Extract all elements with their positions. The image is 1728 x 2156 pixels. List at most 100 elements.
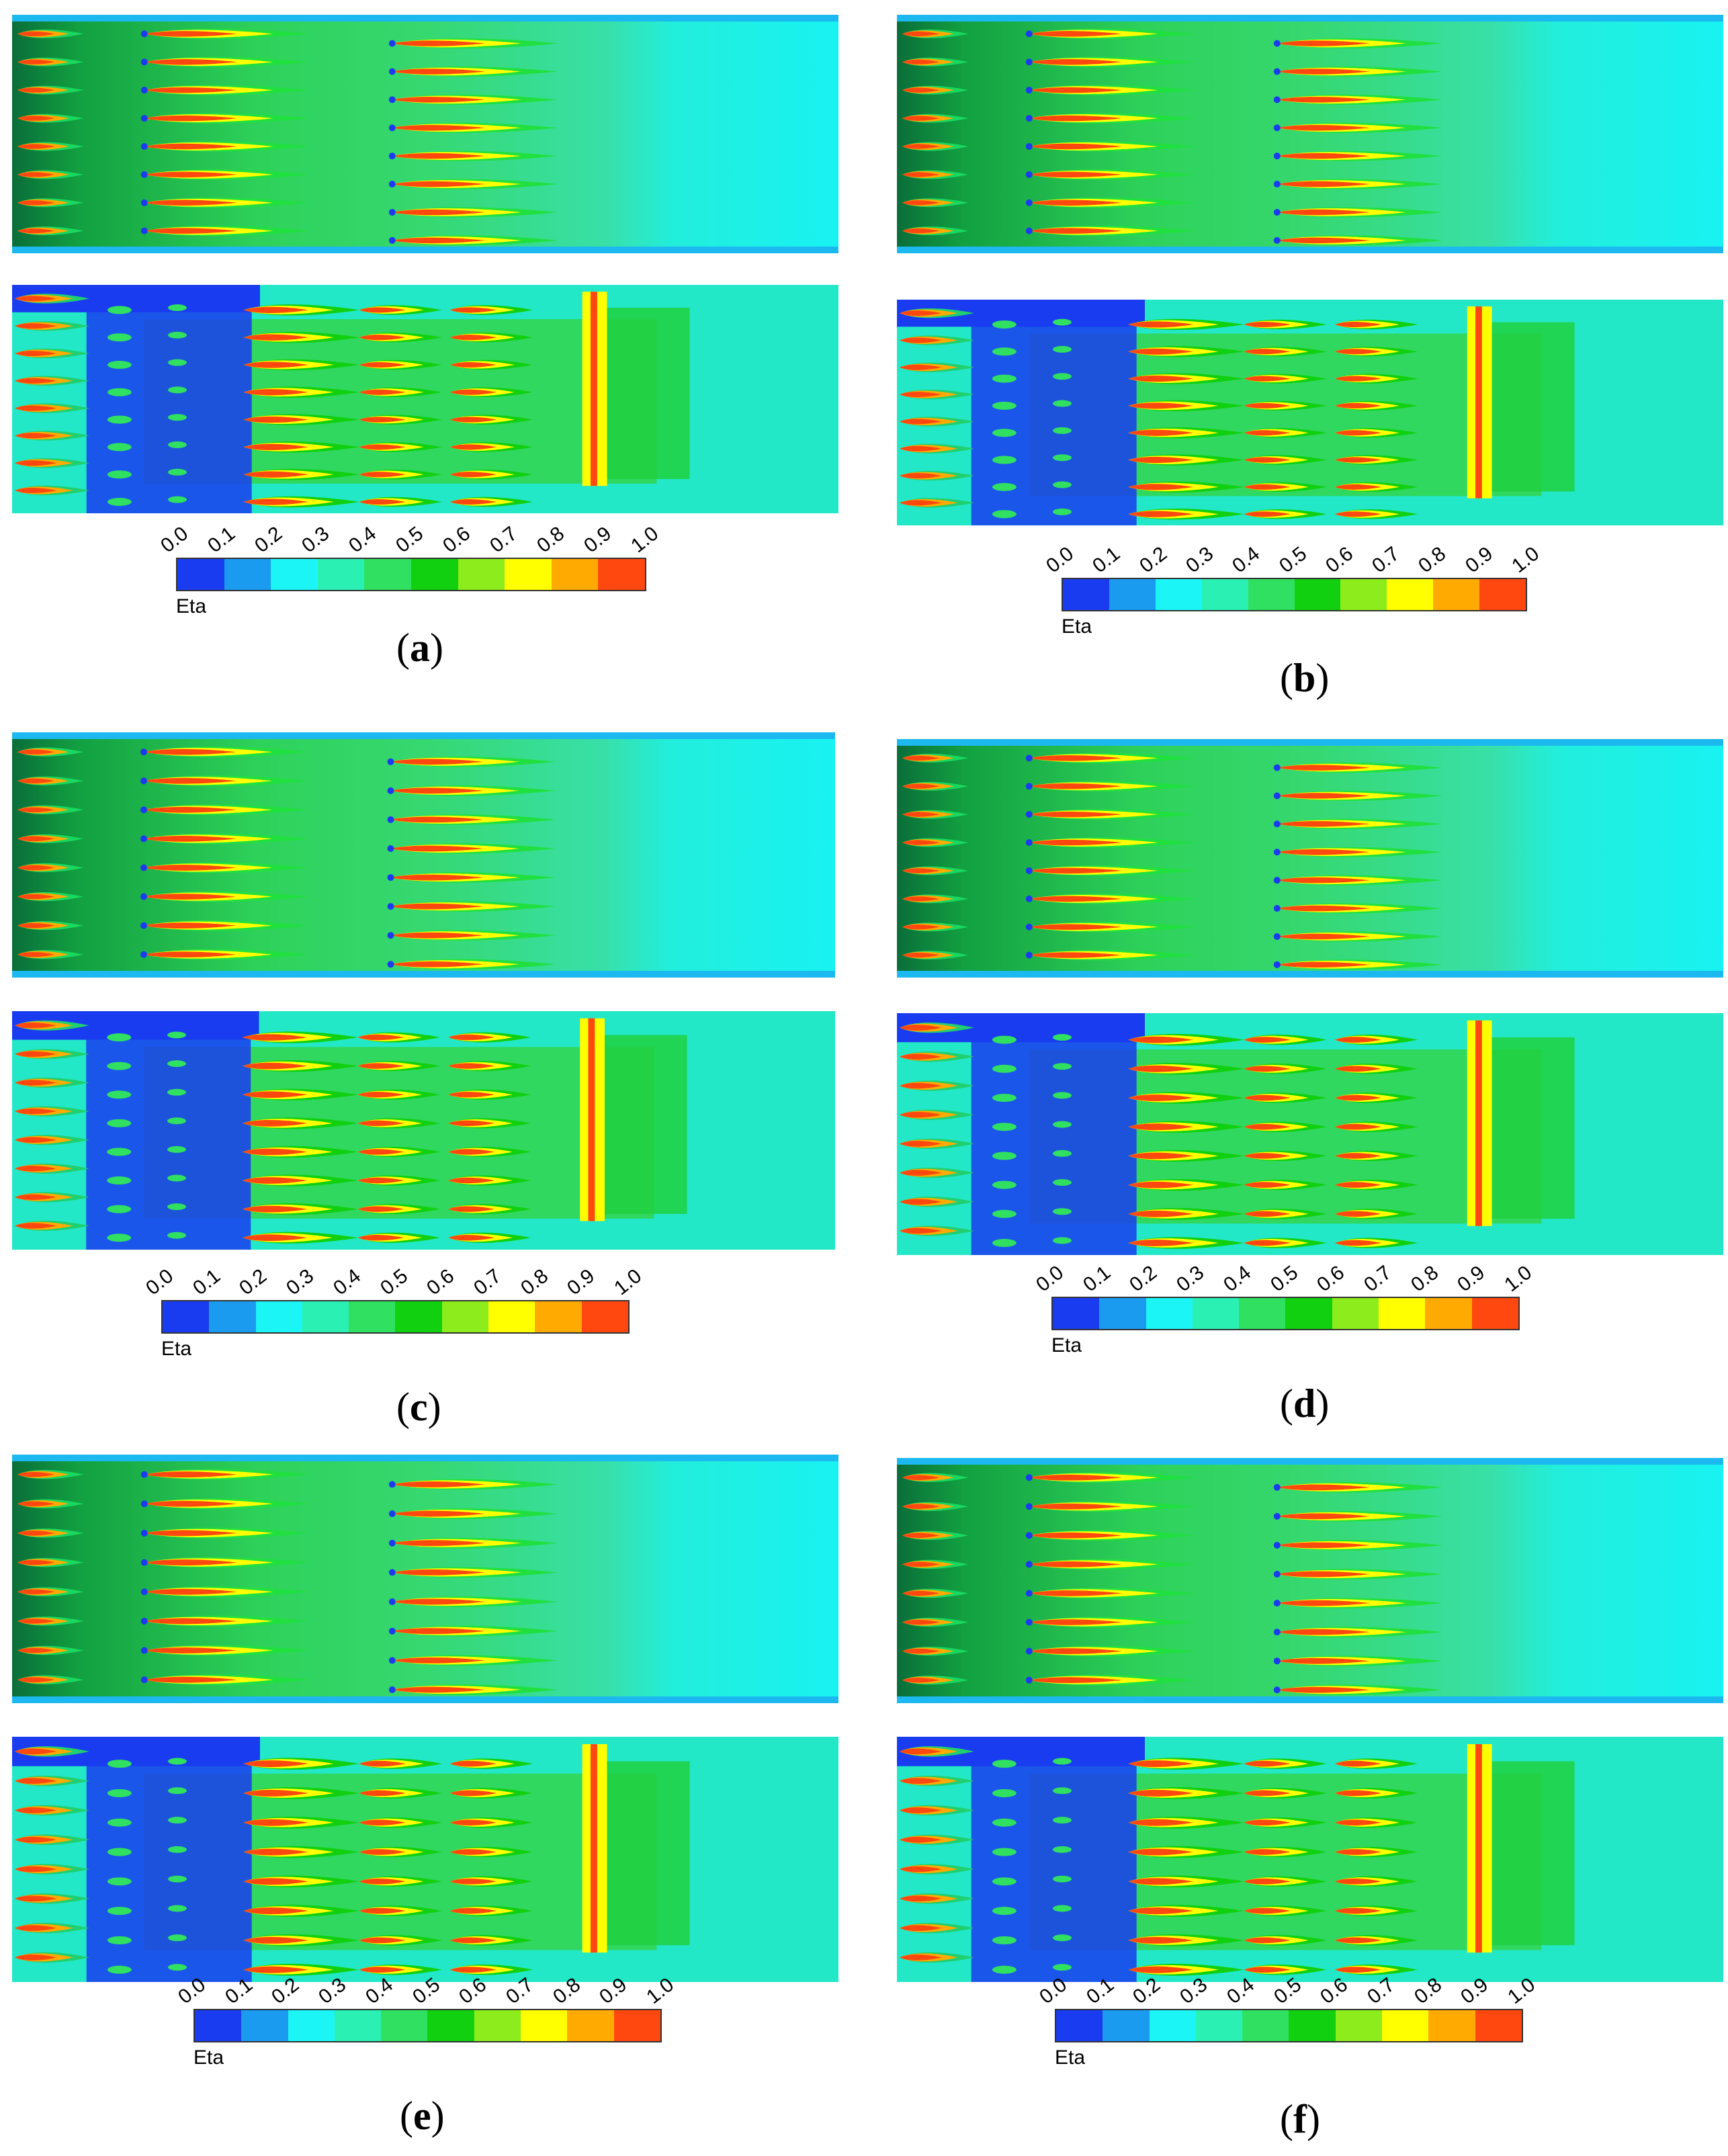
- plume-layer: [902, 896, 940, 902]
- plume-layer: [1277, 69, 1370, 75]
- slot-film-wake: [607, 308, 690, 479]
- colorbar-tick-label: 0.3: [298, 522, 334, 558]
- colorbar-segment: [1285, 1298, 1332, 1329]
- plume-layer: [1334, 402, 1381, 408]
- contour-plot-bottom: [12, 1737, 838, 1982]
- plume-layer: [902, 1475, 940, 1480]
- plume-layer: [15, 1223, 56, 1229]
- plume-layer: [390, 845, 483, 852]
- plume-layer: [1334, 484, 1381, 490]
- plume-layer: [1334, 1878, 1381, 1885]
- plume-layer: [1334, 349, 1381, 355]
- plume-layer: [900, 1778, 941, 1784]
- film-hole: [140, 1529, 148, 1537]
- plume-layer: [448, 1120, 494, 1127]
- wall-edge: [12, 1455, 838, 1461]
- plume-layer: [1029, 1503, 1122, 1510]
- plume-layer: [1244, 484, 1291, 490]
- plume-layer: [243, 443, 308, 451]
- jet-trace: [167, 1088, 186, 1096]
- plume-layer: [1334, 430, 1381, 436]
- plume-layer: [1277, 153, 1370, 159]
- colorbar-tick-label: 0.6: [455, 1973, 491, 2009]
- jet-trace: [168, 1787, 187, 1795]
- plume-layer: [144, 1647, 237, 1653]
- plume-layer: [392, 40, 485, 46]
- plume-layer: [1334, 457, 1381, 463]
- jet-trace: [1053, 1092, 1072, 1099]
- colorbar-segment: [567, 2010, 614, 2041]
- plume-layer: [15, 296, 56, 302]
- jet-trace: [107, 1148, 132, 1156]
- plume-layer: [392, 1569, 485, 1576]
- colorbar-tick-label: 0.0: [142, 1264, 178, 1300]
- colorbar-segment: [474, 2010, 521, 2041]
- colorbar-segment: [1239, 1298, 1286, 1329]
- film-hole: [388, 208, 396, 216]
- film-hole: [140, 951, 147, 958]
- plume-layer: [15, 1137, 56, 1143]
- plume-layer: [902, 1504, 940, 1510]
- colorbar-tick-label: 0.3: [282, 1264, 318, 1300]
- film-hole: [1025, 199, 1033, 206]
- plume-layer: [392, 1628, 485, 1635]
- plume-layer: [1244, 376, 1291, 382]
- low-eta-zone: [971, 1737, 1137, 1982]
- film-hole: [1025, 1619, 1033, 1626]
- film-hole: [1273, 792, 1281, 800]
- plume-layer: [15, 1954, 56, 1960]
- caption-letter: c: [409, 1385, 428, 1429]
- plume-layer: [243, 1120, 308, 1127]
- plume-layer: [1128, 1065, 1193, 1072]
- film-hole: [140, 171, 148, 178]
- film-hole: [1273, 1629, 1281, 1636]
- jet-trace: [1053, 1846, 1072, 1853]
- plume-layer: [1128, 1966, 1193, 1973]
- plume-layer: [15, 1166, 56, 1172]
- jet-trace: [1053, 1034, 1072, 1041]
- film-hole: [140, 1647, 148, 1654]
- contour-plot-bottom: [897, 300, 1723, 525]
- plume-layer: [1277, 1513, 1370, 1520]
- plume-layer: [144, 777, 236, 784]
- plume-layer: [900, 1082, 941, 1089]
- panel-caption: (b): [1280, 655, 1329, 701]
- colorbar-segment: [1387, 579, 1434, 610]
- plume-layer: [1029, 87, 1122, 93]
- jet-trace: [168, 1846, 187, 1853]
- jet-trace: [168, 1817, 187, 1824]
- plume-layer: [243, 306, 308, 314]
- film-hole: [387, 874, 394, 881]
- colorbar-ticks: 0.0 0.1 0.2 0.3 0.4 0.5 0.6 0.7 0.8 0.9 1.0: [142, 1253, 646, 1300]
- jet-trace: [992, 456, 1017, 464]
- colorbar-segment: [334, 2010, 382, 2041]
- jet-trace: [168, 441, 187, 448]
- plume-layer: [448, 1206, 494, 1212]
- jet-trace: [992, 1877, 1017, 1886]
- slot-film: [591, 292, 597, 486]
- plume-layer: [17, 1677, 55, 1683]
- jet-trace: [107, 388, 132, 396]
- contour-svg: [12, 1455, 838, 1703]
- film-hole: [388, 68, 396, 75]
- colorbar-tick-label: 0.4: [345, 522, 381, 558]
- film-hole: [1273, 208, 1281, 216]
- plume-layer: [1277, 1686, 1370, 1693]
- colorbar-tick-label: 0.7: [501, 1973, 538, 2009]
- contour-svg: [897, 1458, 1723, 1703]
- plume-layer: [243, 1789, 308, 1797]
- plume-layer: [449, 307, 496, 313]
- colorbar-tick-label: 0.9: [580, 522, 616, 558]
- colorbar-label: Eta: [193, 2046, 224, 2069]
- colorbar-scale: [1062, 578, 1527, 611]
- film-hole: [140, 748, 147, 756]
- plume-layer: [17, 836, 54, 842]
- plume-layer: [15, 1925, 56, 1932]
- colorbar-segment: [427, 2010, 474, 2041]
- film-hole: [1273, 1600, 1281, 1607]
- colorbar-tick-label: 0.5: [1269, 1973, 1305, 2009]
- plume-layer: [243, 1878, 308, 1885]
- jet-trace: [167, 1232, 186, 1239]
- colorbar-tick-label: 0.3: [314, 1973, 351, 2009]
- plume-layer: [17, 1619, 55, 1624]
